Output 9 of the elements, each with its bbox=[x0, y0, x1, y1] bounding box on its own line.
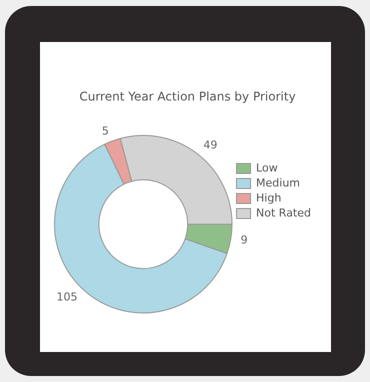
data-label: 5 bbox=[102, 124, 109, 138]
data-label: 9 bbox=[240, 234, 248, 247]
legend-label: Not Rated bbox=[256, 206, 312, 220]
chart-title: Current Year Action Plans by Priority bbox=[79, 89, 296, 104]
legend-label: High bbox=[256, 191, 282, 204]
data-label: 105 bbox=[56, 290, 78, 304]
legend-label: Medium bbox=[256, 176, 300, 190]
data-label: 49 bbox=[203, 138, 218, 152]
legend-label: Low bbox=[256, 161, 278, 174]
